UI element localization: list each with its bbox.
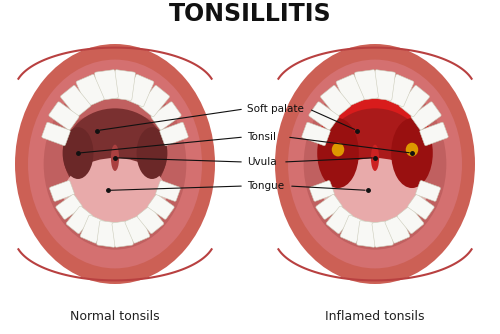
Text: Tongue: Tongue: [247, 181, 284, 191]
FancyBboxPatch shape: [126, 74, 154, 107]
FancyBboxPatch shape: [112, 70, 136, 101]
FancyBboxPatch shape: [125, 215, 150, 243]
FancyBboxPatch shape: [112, 221, 134, 247]
Ellipse shape: [15, 44, 215, 284]
Text: Normal tonsils: Normal tonsils: [70, 310, 160, 323]
Ellipse shape: [62, 127, 94, 179]
FancyBboxPatch shape: [49, 102, 79, 130]
Ellipse shape: [324, 108, 426, 202]
FancyBboxPatch shape: [76, 74, 104, 107]
FancyBboxPatch shape: [80, 215, 105, 243]
FancyBboxPatch shape: [411, 102, 441, 130]
FancyBboxPatch shape: [400, 86, 430, 117]
FancyBboxPatch shape: [372, 221, 394, 247]
FancyBboxPatch shape: [66, 206, 93, 234]
FancyBboxPatch shape: [160, 122, 188, 146]
FancyBboxPatch shape: [408, 194, 434, 219]
Ellipse shape: [64, 113, 166, 164]
Ellipse shape: [391, 118, 433, 188]
Ellipse shape: [324, 158, 426, 230]
FancyBboxPatch shape: [140, 86, 170, 117]
Ellipse shape: [111, 145, 119, 171]
Ellipse shape: [64, 108, 166, 202]
FancyBboxPatch shape: [96, 221, 118, 247]
FancyBboxPatch shape: [310, 181, 334, 201]
Ellipse shape: [406, 143, 418, 156]
Ellipse shape: [136, 127, 168, 179]
Ellipse shape: [64, 158, 166, 230]
FancyBboxPatch shape: [60, 86, 90, 117]
Text: Inflamed tonsils: Inflamed tonsils: [325, 310, 425, 323]
FancyBboxPatch shape: [94, 70, 118, 101]
FancyBboxPatch shape: [148, 194, 174, 219]
FancyBboxPatch shape: [420, 122, 448, 146]
Ellipse shape: [324, 113, 426, 164]
FancyBboxPatch shape: [151, 102, 181, 130]
FancyBboxPatch shape: [416, 181, 440, 201]
FancyBboxPatch shape: [336, 74, 364, 107]
FancyBboxPatch shape: [56, 194, 82, 219]
FancyBboxPatch shape: [397, 206, 424, 234]
FancyBboxPatch shape: [309, 102, 339, 130]
Text: TONSILLITIS: TONSILLITIS: [168, 2, 332, 26]
Ellipse shape: [317, 118, 359, 188]
FancyBboxPatch shape: [340, 215, 365, 243]
Ellipse shape: [275, 44, 475, 284]
Ellipse shape: [28, 59, 202, 269]
FancyBboxPatch shape: [354, 70, 378, 101]
FancyBboxPatch shape: [372, 70, 396, 101]
FancyBboxPatch shape: [50, 181, 74, 201]
FancyBboxPatch shape: [326, 206, 353, 234]
FancyBboxPatch shape: [356, 221, 378, 247]
Text: Soft palate: Soft palate: [247, 104, 304, 114]
Ellipse shape: [304, 78, 446, 249]
FancyBboxPatch shape: [320, 86, 350, 117]
FancyBboxPatch shape: [42, 122, 70, 146]
Text: Tonsil: Tonsil: [247, 132, 276, 142]
Ellipse shape: [318, 86, 432, 208]
Ellipse shape: [371, 145, 379, 171]
Text: Uvula: Uvula: [247, 157, 276, 167]
FancyBboxPatch shape: [386, 74, 414, 107]
FancyBboxPatch shape: [316, 194, 342, 219]
Ellipse shape: [44, 78, 187, 249]
FancyBboxPatch shape: [137, 206, 164, 234]
FancyBboxPatch shape: [385, 215, 410, 243]
FancyBboxPatch shape: [302, 122, 330, 146]
Ellipse shape: [288, 59, 462, 269]
FancyBboxPatch shape: [156, 181, 180, 201]
Ellipse shape: [332, 143, 344, 156]
